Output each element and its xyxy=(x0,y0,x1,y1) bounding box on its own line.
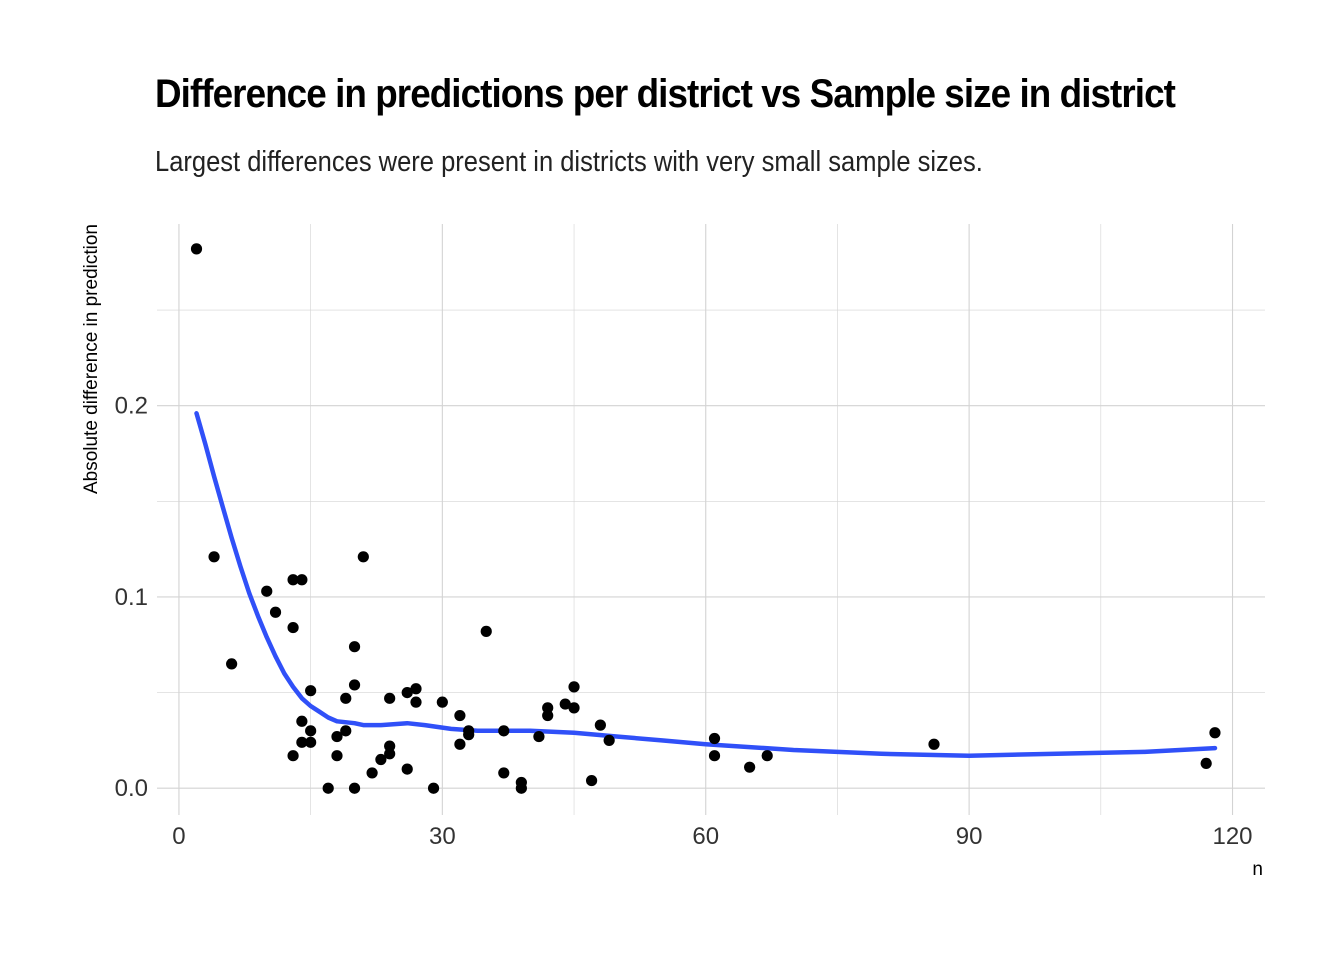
y-tick-label: 0.2 xyxy=(115,393,148,420)
data-point xyxy=(410,683,422,695)
data-point xyxy=(708,732,721,745)
data-point xyxy=(928,738,940,750)
chart-title: Difference in predictions per district v… xyxy=(155,72,1176,116)
data-point xyxy=(305,685,317,697)
data-point xyxy=(480,625,492,637)
data-point xyxy=(401,763,413,775)
data-point xyxy=(454,709,466,722)
data-point xyxy=(340,692,352,704)
data-point xyxy=(515,782,527,794)
data-point xyxy=(305,736,317,748)
data-point xyxy=(375,753,387,766)
data-point xyxy=(1209,727,1221,739)
data-point xyxy=(208,551,220,563)
data-point xyxy=(384,692,396,704)
data-point xyxy=(348,679,361,691)
data-point xyxy=(603,734,615,747)
data-point xyxy=(331,750,343,762)
data-point xyxy=(1200,757,1212,769)
grid xyxy=(157,224,1265,815)
x-axis-title: n xyxy=(1252,859,1263,880)
data-point xyxy=(594,719,606,731)
chart-subtitle: Largest differences were present in dist… xyxy=(155,146,983,178)
data-point xyxy=(269,606,282,618)
data-point xyxy=(348,641,361,653)
data-point xyxy=(498,725,510,737)
data-point xyxy=(559,698,571,710)
data-point xyxy=(322,782,334,794)
data-point xyxy=(305,725,317,737)
data-point xyxy=(401,686,413,699)
data-point xyxy=(761,750,773,762)
data-point xyxy=(287,750,299,762)
x-tick-label: 120 xyxy=(1212,823,1252,850)
x-tick-label: 0 xyxy=(172,823,185,850)
data-point xyxy=(190,243,203,255)
data-point xyxy=(296,715,308,727)
data-point xyxy=(542,709,554,722)
data-point xyxy=(463,729,475,741)
data-point xyxy=(708,750,721,762)
data-point xyxy=(744,761,756,773)
data-point xyxy=(226,658,238,670)
data-point xyxy=(533,730,545,743)
data-point xyxy=(357,551,369,563)
data-point xyxy=(296,574,308,586)
data-point xyxy=(542,702,554,714)
data-point xyxy=(436,696,448,708)
data-point xyxy=(331,730,343,743)
data-point xyxy=(340,725,352,737)
data-point xyxy=(568,702,580,714)
y-tick-label: 0.1 xyxy=(115,584,148,611)
data-point xyxy=(585,774,598,787)
data-point xyxy=(498,767,510,779)
data-point xyxy=(384,740,396,752)
x-tick-label: 60 xyxy=(692,823,719,850)
data-point xyxy=(287,621,299,634)
data-point xyxy=(296,736,308,748)
y-axis-title: Absolute difference in prediction xyxy=(81,224,102,494)
data-point xyxy=(410,696,422,708)
data-point xyxy=(384,748,396,760)
points-layer xyxy=(190,243,1221,794)
data-point xyxy=(261,585,273,597)
data-point xyxy=(348,782,361,794)
x-tick-label: 30 xyxy=(429,823,456,850)
data-point xyxy=(366,767,378,779)
smooth-trend-line xyxy=(194,411,1218,758)
smooth-curve-layer xyxy=(194,411,1218,758)
x-tick-label: 90 xyxy=(956,823,983,850)
data-point xyxy=(427,782,440,794)
tick-labels: 0 30 60 90 120 0.0 0.1 0.2 xyxy=(115,393,1253,850)
y-tick-label: 0.0 xyxy=(115,775,148,802)
data-point xyxy=(287,574,299,586)
data-point xyxy=(568,681,580,693)
data-point xyxy=(454,738,466,750)
